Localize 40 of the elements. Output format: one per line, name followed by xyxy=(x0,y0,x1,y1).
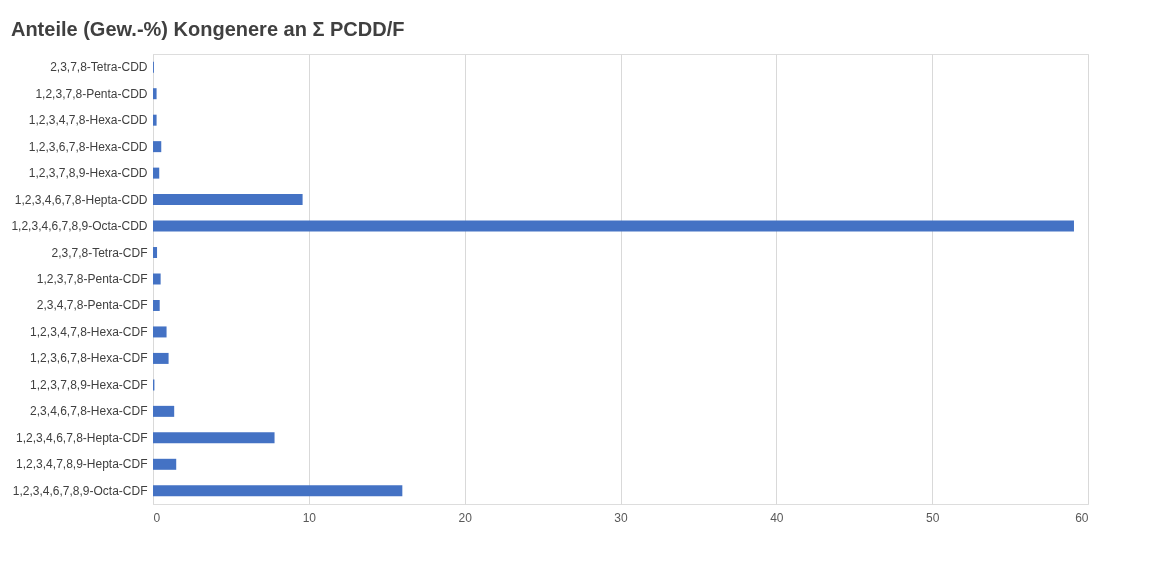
y-tick-label: 1,2,3,4,7,8-Hexa-CDF xyxy=(30,324,148,339)
y-tick-label: 2,3,4,7,8-Penta-CDF xyxy=(36,298,148,313)
bar xyxy=(153,405,175,417)
y-tick-label: 1,2,3,7,8-Penta-CDF xyxy=(36,272,148,286)
bar xyxy=(153,458,177,470)
x-tick-label: 10 xyxy=(302,510,317,525)
bar xyxy=(153,432,275,444)
bar xyxy=(153,167,160,179)
x-tick-label: 20 xyxy=(458,510,473,525)
y-tick-label: 1,2,3,4,6,7,8,9-Octa-CDF xyxy=(12,483,148,498)
chart-title: Anteile (Gew.-%) Kongenere an Σ PCDD/F xyxy=(10,18,405,40)
y-tick-label: 2,3,7,8-Tetra-CDD xyxy=(50,60,148,75)
y-tick-label: 1,2,3,6,7,8-Hexa-CDF xyxy=(30,351,148,366)
bar xyxy=(153,194,303,206)
y-tick-label: 1,2,3,4,7,8-Hexa-CDD xyxy=(28,113,148,128)
bar xyxy=(153,326,167,338)
y-tick-label: 1,2,3,4,6,7,8-Hepta-CDF xyxy=(16,430,148,445)
y-tick-label: 1,2,3,4,6,7,8,9-Octa-CDD xyxy=(11,219,148,234)
y-tick-label: 1,2,3,4,7,8,9-Hepta-CDF xyxy=(16,457,148,472)
y-tick-label: 2,3,4,6,7,8-Hexa-CDF xyxy=(30,404,148,419)
x-tick-label: 30 xyxy=(614,510,628,525)
x-tick-label: 40 xyxy=(770,510,784,525)
y-tick-label: 1,2,3,7,8,9-Hexa-CDF xyxy=(30,377,148,392)
y-tick-label: 1,2,3,6,7,8-Hexa-CDD xyxy=(28,139,148,154)
bar xyxy=(153,485,403,497)
bar xyxy=(153,273,161,285)
bar xyxy=(153,220,1074,232)
x-tick-label: 0 xyxy=(153,510,161,525)
bar xyxy=(153,114,157,126)
bar xyxy=(153,299,160,311)
bar xyxy=(153,141,162,153)
x-tick-label: 50 xyxy=(925,510,940,525)
x-tick-label: 60 xyxy=(1075,510,1089,525)
y-tick-label: 1,2,3,7,8-Penta-CDD xyxy=(35,86,148,101)
bar xyxy=(153,247,158,259)
bar xyxy=(153,352,169,364)
y-tick-label: 1,2,3,7,8,9-Hexa-CDD xyxy=(28,166,148,181)
y-tick-label: 1,2,3,4,6,7,8-Hepta-CDD xyxy=(14,192,148,207)
y-tick-label: 2,3,7,8-Tetra-CDF xyxy=(51,245,148,260)
bar xyxy=(153,88,157,100)
